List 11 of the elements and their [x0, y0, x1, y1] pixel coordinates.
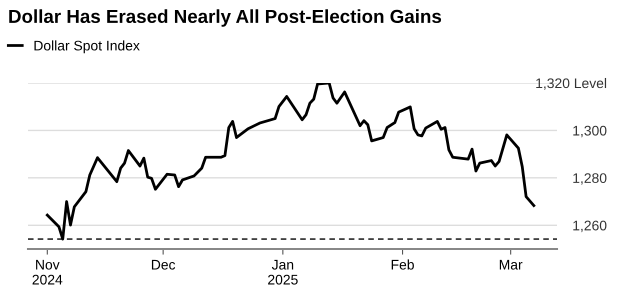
y-tick-label: 1,260 [573, 220, 606, 232]
chart-title: Dollar Has Erased Nearly All Post-Election Gains [9, 9, 442, 27]
x-tick-label: Nov 2024 [32, 260, 62, 285]
x-tick-label: Mar [500, 260, 522, 270]
legend-label: Dollar Spot Index [34, 40, 140, 54]
x-tick-label: Feb [392, 259, 414, 270]
y-tick-label: 1,280 [573, 173, 606, 185]
y-tick-label: 1,300 [573, 126, 606, 138]
y-tick-label: 1,320 Level [536, 78, 606, 90]
x-tick-label: Dec [152, 260, 176, 270]
x-tick-label: Jan 2025 [268, 260, 298, 285]
